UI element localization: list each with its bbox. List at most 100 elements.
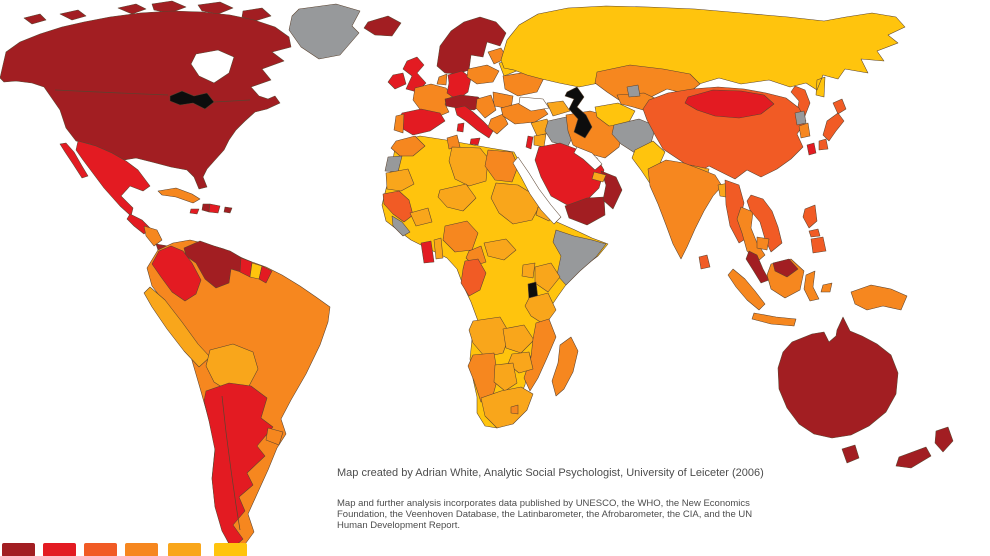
region-sri-lanka [698, 254, 711, 270]
region-north-korea [794, 110, 807, 126]
credit-sources-block: Map and further analysis incorporates da… [337, 498, 764, 531]
region-balkans [475, 94, 497, 119]
region-israel [525, 135, 534, 150]
legend-swatch-2 [43, 543, 76, 556]
region-tasmania [841, 444, 860, 464]
region-botswana [493, 362, 518, 392]
persian-gulf [573, 146, 603, 171]
region-malay-peninsula [745, 250, 770, 284]
region-arctic-islands [23, 0, 272, 25]
region-sudan [490, 182, 541, 225]
region-india [647, 159, 723, 260]
region-greece [487, 113, 509, 135]
region-sumatra [727, 268, 766, 311]
us-canada-border [54, 89, 251, 103]
credit-sources-line-2: Foundation, the Veenhoven Database, the … [337, 509, 753, 520]
legend-swatch-4 [125, 543, 158, 556]
region-cambodia [756, 236, 770, 251]
region-madagascar [551, 336, 579, 397]
region-mongolia [684, 89, 775, 119]
hudson-bay [190, 49, 235, 84]
region-south-africa [480, 386, 534, 429]
region-japan [818, 98, 847, 151]
region-jamaica [189, 208, 200, 215]
region-senegal-guinea [382, 190, 414, 223]
black-sea [518, 96, 550, 112]
legend-swatches [2, 543, 247, 556]
red-sea [512, 156, 562, 225]
region-uganda [521, 262, 536, 279]
credit-sources-line-3: Human Development Report. [337, 520, 461, 531]
region-australia [777, 316, 899, 439]
region-cuba [157, 187, 201, 204]
region-taiwan [806, 142, 817, 156]
region-colombia [151, 245, 202, 302]
legend-swatch-6 [214, 543, 247, 556]
region-portugal [393, 113, 405, 134]
region-kenya [534, 262, 561, 293]
great-lakes [169, 90, 215, 110]
region-ghana [420, 240, 435, 264]
region-iceland [363, 15, 402, 37]
region-new-zealand [895, 426, 954, 469]
legend-swatch-5 [168, 543, 201, 556]
region-sulawesi [803, 270, 833, 302]
region-italy [454, 105, 494, 146]
region-zimbabwe [507, 351, 534, 374]
region-mexico [59, 140, 151, 217]
credit-sources-line-1: Map and further analysis incorporates da… [337, 498, 750, 509]
region-jordan [533, 133, 547, 148]
credit-author-line: Map created by Adrian White, Analytic So… [337, 467, 764, 479]
region-lesotho [510, 404, 519, 415]
region-central-african-republic [483, 238, 517, 261]
region-puerto-rico [223, 206, 233, 214]
chile-argentina-border [221, 395, 241, 531]
region-niger [437, 183, 477, 212]
region-mauritania [385, 168, 415, 192]
region-somalia [552, 229, 607, 286]
region-libya [448, 146, 489, 187]
legend-swatch-3 [84, 543, 117, 556]
region-java [751, 312, 797, 327]
happiness-color-legend [2, 543, 252, 556]
region-venezuela [183, 240, 251, 289]
region-russia [500, 5, 906, 98]
region-honduras-nicaragua [143, 225, 163, 247]
region-uae [591, 171, 607, 183]
region-gabon-congo [460, 258, 487, 297]
region-morocco [390, 135, 426, 157]
region-kazakhstan [594, 64, 701, 101]
region-poland-czech [466, 64, 500, 85]
region-zambia [502, 324, 535, 354]
region-philippines [802, 204, 827, 254]
region-sierra-leone-liberia [391, 215, 411, 237]
region-french-guiana [258, 265, 273, 284]
region-chile-argentina [203, 382, 274, 550]
legend-swatch-1 [2, 543, 35, 556]
region-togo-benin [433, 237, 444, 260]
region-spain [398, 108, 446, 136]
region-peru [143, 286, 211, 368]
region-vietnam-laos [746, 194, 783, 253]
map-credits: Map created by Adrian White, Analytic So… [337, 467, 764, 531]
region-dominican-republic [208, 203, 221, 214]
region-caucasus [546, 100, 571, 117]
region-oman [600, 170, 623, 210]
region-uruguay [265, 427, 284, 446]
region-mozambique [523, 318, 557, 392]
region-burkina [409, 207, 433, 227]
region-malaysia-borneo [772, 258, 799, 278]
region-greenland [288, 3, 361, 60]
region-new-guinea [850, 284, 908, 311]
region-benelux [436, 73, 448, 86]
region-scandinavia [436, 16, 507, 75]
caspian-sea [564, 86, 593, 139]
region-aral [626, 84, 641, 98]
region-guatemala [126, 213, 151, 235]
region-ireland [387, 72, 407, 90]
region-haiti [201, 203, 211, 213]
region-egypt [484, 149, 519, 183]
region-south-korea [798, 122, 811, 139]
